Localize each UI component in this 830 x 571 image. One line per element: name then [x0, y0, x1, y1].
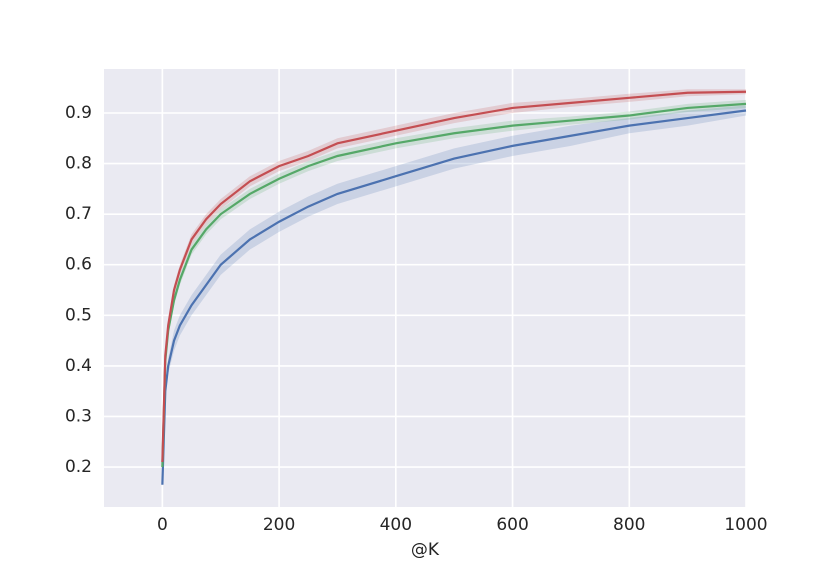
line	[161, 109, 747, 485]
y-tick-label: 0.9	[65, 103, 92, 123]
y-tick-label: 0.5	[65, 305, 92, 325]
y-tick-label: 0.2	[65, 457, 92, 477]
y-tick-label: 0.7	[65, 204, 92, 224]
line	[161, 90, 747, 463]
confidence-band	[162, 105, 746, 488]
y-tick-label: 0.6	[65, 255, 92, 275]
x-axis-label: @K	[411, 540, 440, 560]
x-tick-label: 200	[263, 515, 295, 535]
x-tick-label: 400	[380, 515, 412, 535]
line	[161, 102, 747, 468]
plot-area	[104, 69, 746, 507]
x-tick-label: 0	[157, 515, 168, 535]
y-tick-label: 0.8	[65, 154, 92, 174]
y-tick-label: 0.4	[65, 356, 92, 376]
x-tick-label: 1000	[724, 515, 767, 535]
x-tick-label: 600	[496, 515, 528, 535]
x-tick-label: 800	[613, 515, 645, 535]
y-tick-label: 0.3	[65, 406, 92, 426]
